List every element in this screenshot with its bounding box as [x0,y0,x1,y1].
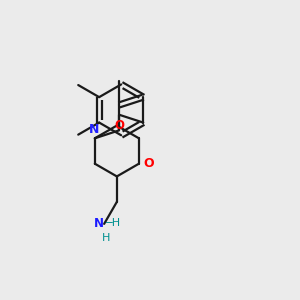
Text: H: H [102,232,110,243]
Text: O: O [115,119,125,132]
Text: O: O [144,157,154,170]
Text: N: N [89,123,99,136]
Text: N: N [94,217,103,230]
Text: ─H: ─H [105,218,120,228]
